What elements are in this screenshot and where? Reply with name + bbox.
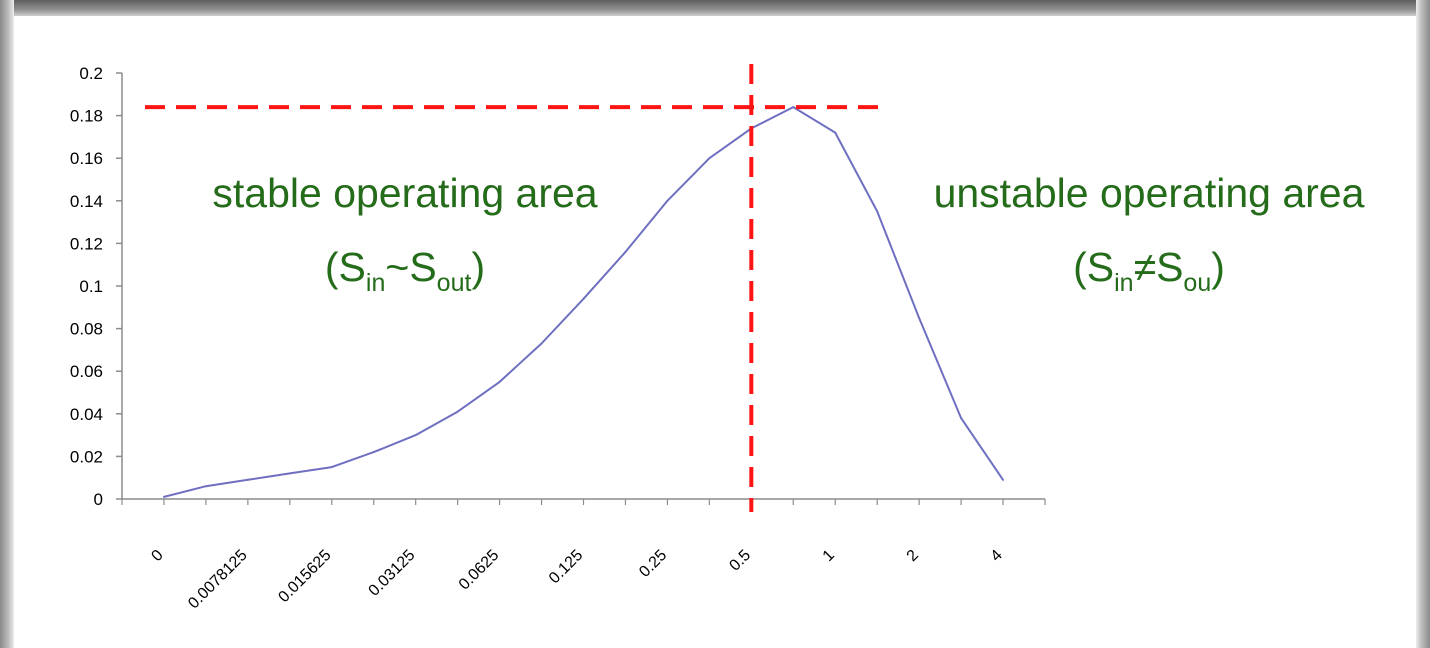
y-tick-label: 0.04 (70, 405, 103, 424)
data-point (246, 478, 249, 481)
stable-formula-mid: ~S (385, 244, 436, 290)
data-point (834, 131, 837, 134)
frame-left-bevel (0, 0, 14, 648)
y-tick-label: 0.12 (70, 234, 103, 253)
x-tick-label: 0.015625 (275, 547, 334, 606)
x-tick-label: 2 (904, 547, 922, 565)
x-tick-label: 0 (148, 547, 166, 565)
y-tick-label: 0.18 (70, 107, 103, 126)
data-point (414, 434, 417, 437)
x-tick-label: 0.0078125 (185, 547, 251, 613)
unstable-annotation: unstable operating area (Sin≠Sou) (934, 170, 1365, 297)
y-tick-label: 0.16 (70, 149, 103, 168)
stable-annotation: stable operating area (Sin~Sout) (212, 170, 597, 297)
unstable-formula-open: (S (1073, 244, 1114, 290)
stable-formula-sub-in: in (366, 269, 385, 297)
y-tick-label: 0.1 (79, 277, 103, 296)
x-tick-label: 4 (988, 547, 1006, 565)
chart-axes: 00.020.040.060.080.10.120.140.160.180.2 … (70, 64, 1046, 613)
data-point (960, 417, 963, 420)
x-tick-label: 0.125 (546, 547, 586, 587)
data-point (498, 380, 501, 383)
series-group (162, 106, 1005, 498)
data-point (624, 250, 627, 253)
data-point (666, 199, 669, 202)
y-tick-label: 0.2 (79, 64, 103, 83)
data-point (582, 297, 585, 300)
frame-right-bevel (1416, 0, 1430, 648)
y-tick-label: 0.06 (70, 362, 103, 381)
stable-formula-sub-out: out (437, 269, 472, 297)
unstable-formula-sub-in: in (1114, 269, 1133, 297)
data-point (876, 210, 879, 213)
data-point (540, 342, 543, 345)
frame-top-bevel (0, 0, 1430, 16)
stable-area-formula: (Sin~Sout) (325, 244, 485, 297)
y-tick-label: 0.08 (70, 320, 103, 339)
data-point (330, 466, 333, 469)
y-axis-ticks: 0 0.02 0.04 0.06 0.08 0.1 0.12 0.14 0.16 0.18 0.2 (70, 64, 122, 509)
y-tick-label: 0.02 (70, 447, 103, 466)
data-point (288, 472, 291, 475)
data-point (708, 157, 711, 160)
stable-formula-open: (S (325, 244, 366, 290)
data-point (918, 316, 921, 319)
x-tick-label: 0.25 (636, 547, 670, 581)
data-point (204, 485, 207, 488)
data-point (456, 410, 459, 413)
data-point (792, 106, 795, 109)
y-tick-label: 0 (94, 490, 103, 509)
unstable-formula-sub-ou: ou (1183, 269, 1211, 297)
x-tick-label: 0.03125 (366, 547, 419, 600)
x-tick-label: 0.5 (726, 547, 754, 575)
data-point (162, 495, 165, 498)
data-point (1002, 478, 1005, 481)
x-tick-label: 0.0625 (456, 547, 503, 594)
unstable-formula-mid: ≠S (1134, 244, 1184, 290)
y-tick-label: 0.14 (70, 192, 103, 211)
unstable-formula-close: ) (1211, 244, 1225, 290)
stable-area-label: stable operating area (212, 170, 597, 216)
series-line (163, 106, 1004, 498)
stable-formula-close: ) (471, 244, 485, 290)
unstable-area-formula: (Sin≠Sou) (1073, 244, 1225, 297)
unstable-area-label: unstable operating area (934, 170, 1365, 216)
reference-lines (145, 64, 888, 512)
data-point (372, 451, 375, 454)
x-tick-label: 1 (820, 547, 838, 565)
x-axis-ticks: 0 0.0078125 0.015625 0.03125 0.0625 0.125 0.25… (121, 499, 1046, 613)
